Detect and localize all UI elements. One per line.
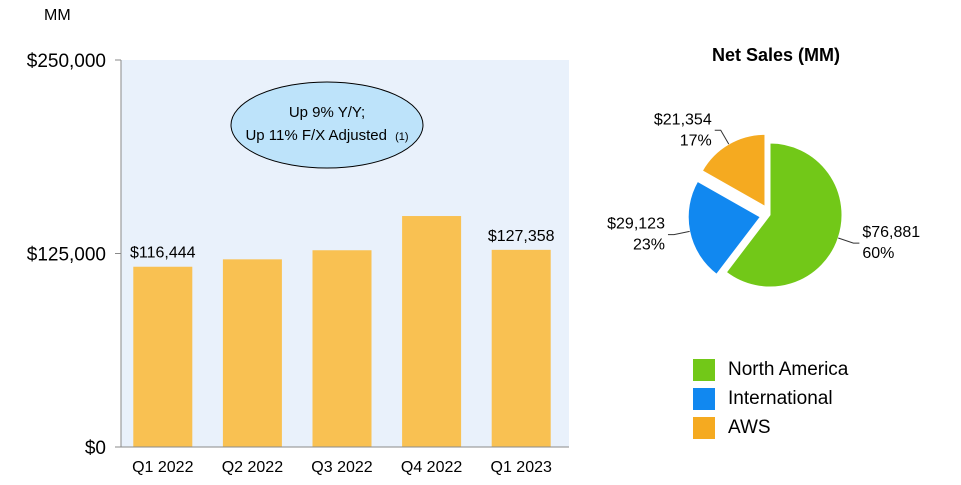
bar <box>222 259 282 447</box>
legend-label-north-america: North America <box>728 358 849 380</box>
bars <box>133 216 551 447</box>
pie-value-label: $29,123 <box>607 216 665 233</box>
legend-label-international: International <box>728 387 833 409</box>
bar-chart: $0 $125,000 $250,000 $116,444 $127,358 Q1 2… <box>27 51 569 476</box>
legend-item-international: International <box>693 384 848 413</box>
x-tick-label: Q1 2023 <box>491 459 552 476</box>
x-tick-label: Q4 2022 <box>401 459 462 476</box>
y-tick-label: $125,000 <box>27 245 106 266</box>
bar <box>402 216 462 447</box>
pie-labels: $76,881 60% $29,123 23% $21,354 17% <box>607 111 920 262</box>
pie-percent-label: 23% <box>633 237 665 254</box>
legend-item-aws: AWS <box>693 413 848 442</box>
pie-slice-aws <box>701 133 766 208</box>
callout-ellipse <box>230 81 424 169</box>
pie-slice-north-america <box>725 142 843 288</box>
pie-leader-line <box>714 129 730 145</box>
legend-swatch-north-america <box>693 358 715 381</box>
callout-footnote: (1) <box>395 131 408 143</box>
y-axis-ticks: $0 $125,000 $250,000 <box>27 51 121 459</box>
pie-value-label: $76,881 <box>862 224 920 241</box>
y-tick-label: $0 <box>85 438 106 459</box>
y-tick-label: $250,000 <box>27 51 106 72</box>
x-tick-label: Q2 2022 <box>222 459 283 476</box>
x-tick-label: Q1 2022 <box>132 459 193 476</box>
pie-percent-label: 17% <box>680 132 712 149</box>
callout-line2: Up 11% F/X Adjusted (1) <box>245 127 408 144</box>
legend-swatch-aws <box>693 416 715 439</box>
pie-chart-title: Net Sales (MM) <box>711 45 841 65</box>
bar <box>491 249 551 447</box>
pie-leader-lines <box>667 129 860 244</box>
y-axis-unit-label: MM <box>44 7 71 24</box>
bar <box>133 266 193 447</box>
x-tick-label: Q3 2022 <box>311 459 372 476</box>
data-labels: $116,444 $127,358 <box>130 228 555 262</box>
bar-data-label: $127,358 <box>488 228 555 245</box>
pie-leader-line <box>838 237 860 244</box>
legend-label-aws: AWS <box>728 416 771 438</box>
pie-percent-label: 60% <box>862 245 894 262</box>
growth-callout: Up 9% Y/Y; Up 11% F/X Adjusted (1) <box>230 81 424 169</box>
legend-item-north-america: North America <box>693 355 848 384</box>
callout-line1: Up 9% Y/Y; <box>289 104 365 121</box>
x-axis-ticks: Q1 2022 Q2 2022 Q3 2022 Q4 2022 Q1 2023 <box>132 459 552 476</box>
pie-legend: North America International AWS <box>693 355 848 442</box>
pie-slice-international <box>687 180 761 275</box>
bar <box>312 250 372 447</box>
legend-swatch-international <box>693 387 715 410</box>
pie-leader-line <box>667 230 690 236</box>
pie-slices <box>687 133 843 288</box>
bar-data-label: $116,444 <box>130 245 196 262</box>
pie-value-label: $21,354 <box>654 111 712 128</box>
callout-line2-text: Up 11% F/X Adjusted <box>245 127 386 144</box>
